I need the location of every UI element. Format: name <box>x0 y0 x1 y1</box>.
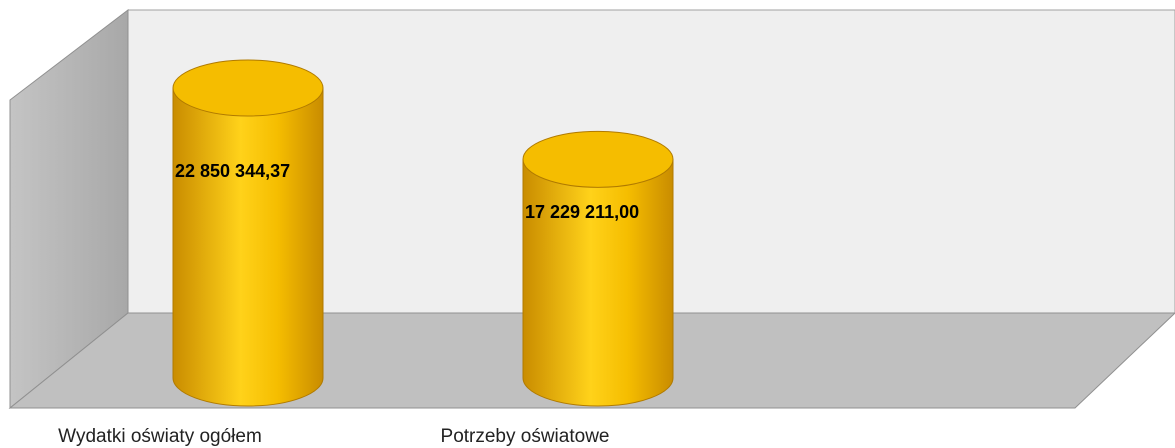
cylinder <box>522 130 674 407</box>
cylinder-top <box>172 59 324 117</box>
cylinder-top <box>522 130 674 188</box>
value-label: 17 229 211,00 <box>525 202 639 222</box>
value-label: 22 850 344,37 <box>175 161 290 181</box>
cylinder-body <box>522 158 674 407</box>
cylinder-body <box>172 87 324 407</box>
x-tick-label: Wydatki oświaty ogółem <box>58 426 262 447</box>
cylinder <box>172 59 324 407</box>
x-tick-label: Potrzeby oświatowe <box>441 426 610 447</box>
